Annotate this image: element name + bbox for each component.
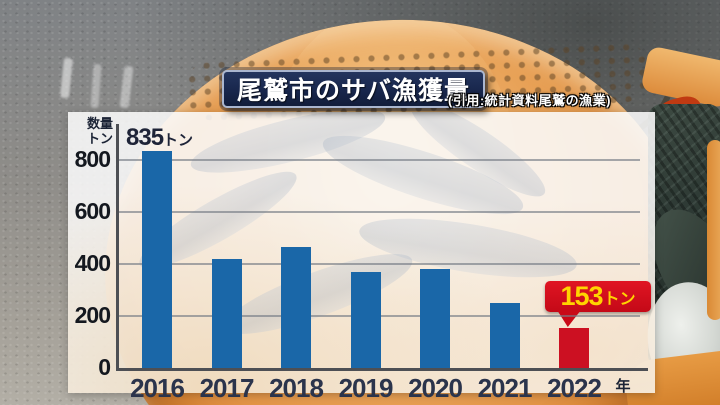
callout-number: 153 (560, 281, 603, 311)
bar-2021 (489, 303, 520, 368)
x-tick-label-2019: 2019 (338, 373, 394, 403)
callout-unit: トン (603, 290, 636, 308)
grid-line-600 (117, 211, 640, 213)
chart-title-badge: 尾鷲市のサバ漁獲量 (222, 70, 486, 108)
chart-title: 尾鷲市のサバ漁獲量 (237, 77, 471, 105)
y-tick-label-400: 400 (74, 250, 111, 276)
y-tick-label-200: 200 (74, 302, 111, 328)
grid-line-400 (117, 263, 640, 265)
bar-2016 (142, 150, 172, 368)
bar-2019 (350, 271, 381, 368)
bar-2017 (211, 258, 242, 368)
y-axis-unit-line1: 数量 (86, 116, 113, 131)
x-axis-line (116, 368, 648, 371)
source-citation: (引用:統計資料尾鷲の漁業) (448, 93, 611, 108)
y-axis-unit-label: 数量 トン (68, 116, 113, 146)
x-tick-label-2021: 2021 (477, 373, 533, 403)
bar-2018 (281, 247, 311, 368)
x-tick-label-2022: 2022 (547, 373, 602, 403)
bar-2020 (420, 269, 450, 368)
bar-chart: 数量 トン 835トン 153 トン 年 0 200 400 600 800 2016 201… (68, 112, 655, 403)
x-tick-label-2018: 2018 (269, 373, 324, 403)
value-label-unit: トン (163, 132, 194, 149)
value-label-2016: 835トン (126, 124, 193, 152)
callout-tail (557, 310, 581, 327)
chart-panel: 数量 トン 835トン 153 トン 年 0 200 400 600 800 2016 201… (68, 112, 655, 403)
highlight-callout-2022: 153 トン (545, 281, 651, 312)
basket-edge-right (707, 140, 720, 320)
x-tick-label-2020: 2020 (408, 373, 463, 403)
y-tick-label-0: 0 (98, 354, 111, 380)
y-tick-label-600: 600 (74, 198, 111, 224)
x-tick-label-2016: 2016 (130, 373, 185, 403)
value-label-number: 835 (126, 124, 164, 151)
y-axis-unit-line2: トン (86, 131, 113, 146)
bar-2022 (559, 328, 589, 368)
x-tick-label-2017: 2017 (199, 373, 255, 403)
grid-line-800 (117, 159, 640, 161)
y-axis-line (116, 124, 119, 371)
x-axis-unit-label: 年 (615, 378, 631, 395)
y-tick-label-800: 800 (74, 146, 111, 172)
